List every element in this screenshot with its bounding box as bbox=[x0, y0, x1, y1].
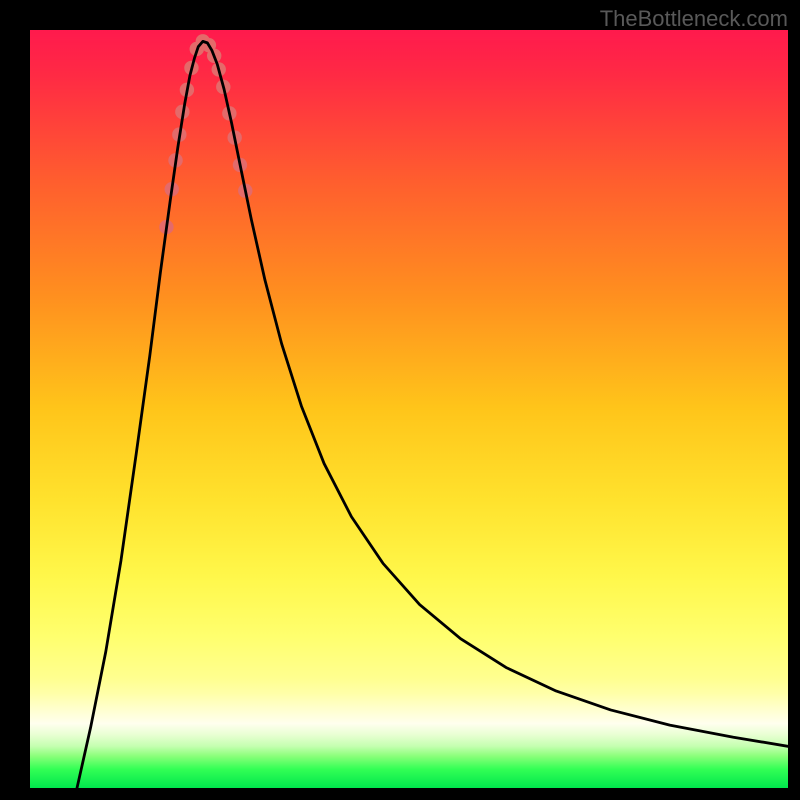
plot-area bbox=[30, 30, 788, 788]
watermark-text: TheBottleneck.com bbox=[600, 6, 788, 32]
chart-svg bbox=[30, 30, 788, 788]
chart-frame: TheBottleneck.com bbox=[0, 0, 800, 800]
